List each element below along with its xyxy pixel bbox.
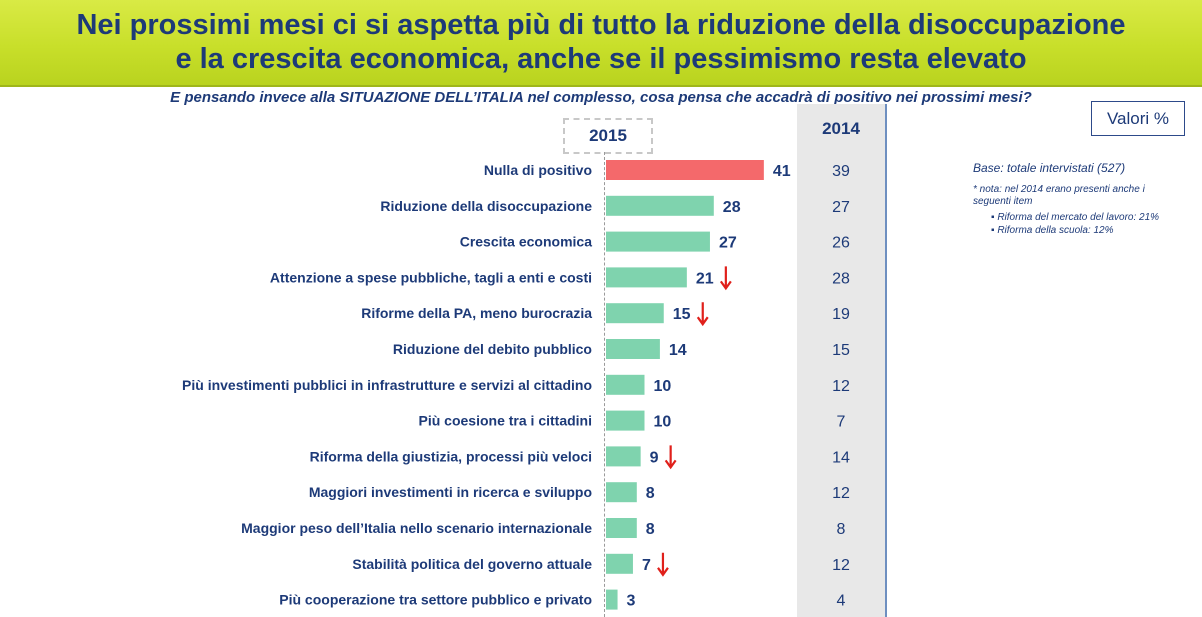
- value-2014: 26: [832, 235, 850, 252]
- value-2014: 4: [837, 593, 846, 610]
- title-line-2: e la crescita economica, anche se il pes…: [175, 43, 1027, 75]
- category-label: Riforme della PA, meno burocrazia: [361, 305, 592, 321]
- bar-2015: [606, 231, 710, 252]
- bar-2015: [606, 410, 645, 431]
- value-2014: 19: [832, 306, 850, 323]
- down-arrow-icon: [696, 302, 709, 327]
- footnote-items: Riforma del mercato del lavoro: 21% Rifo…: [991, 211, 1159, 237]
- value-2014: 39: [832, 163, 850, 180]
- bar-value-label: 27: [719, 235, 737, 252]
- bar-2015: [606, 553, 633, 574]
- category-label: Riforma della giustizia, processi più ve…: [310, 448, 592, 464]
- category-label: Più coesione tra i cittadini: [419, 413, 592, 429]
- value-2014: 12: [832, 557, 850, 574]
- value-2014: 12: [832, 485, 850, 502]
- category-label: Crescita economica: [460, 234, 592, 250]
- down-arrow-icon: [664, 445, 677, 470]
- column-2014-background: [797, 104, 887, 617]
- value-2014: 14: [832, 449, 850, 466]
- valori-percent-box: Valori %: [1091, 101, 1185, 136]
- category-label: Riduzione della disoccupazione: [380, 198, 592, 214]
- bar-value-label: 28: [723, 199, 741, 216]
- bar-value-label: 7: [642, 557, 651, 574]
- category-label: Attenzione a spese pubbliche, tagli a en…: [270, 269, 592, 285]
- footnote: * nota: nel 2014 erano presenti anche i …: [973, 184, 1145, 207]
- bar-2015: [606, 374, 645, 395]
- footnote-item: Riforma della scuola: 12%: [991, 224, 1159, 237]
- bar-2015: [606, 518, 637, 538]
- footnote-item: Riforma del mercato del lavoro: 21%: [991, 211, 1159, 224]
- value-2014: 28: [832, 270, 850, 287]
- category-label: Stabilità politica del governo attuale: [352, 556, 592, 572]
- bar-2015: [606, 303, 664, 324]
- value-2014: 7: [837, 414, 846, 431]
- bar-2015: [606, 446, 641, 467]
- bar-value-label: 8: [646, 521, 655, 538]
- value-2014: 27: [832, 199, 850, 216]
- bar-value-label: 9: [650, 449, 659, 466]
- value-2014: 15: [832, 342, 850, 359]
- bar-2015: [606, 195, 714, 216]
- bar-value-label: 14: [669, 342, 687, 359]
- bar-value-label: 15: [673, 306, 691, 323]
- category-label: Maggior peso dell’Italia nello scenario …: [241, 520, 592, 536]
- title-banner: Nei prossimi mesi ci si aspetta più di t…: [0, 0, 1202, 87]
- category-label: Più investimenti pubblici in infrastrutt…: [182, 377, 592, 393]
- base-note: Base: totale intervistati (527): [973, 161, 1126, 175]
- category-label: Più cooperazione tra settore pubblico e …: [279, 592, 592, 608]
- bar-2015: [606, 589, 618, 610]
- bar-value-label: 41: [773, 163, 791, 180]
- bar-value-label: 10: [654, 378, 672, 395]
- category-label: Nulla di positivo: [484, 162, 592, 178]
- bar-value-label: 10: [654, 414, 672, 431]
- down-arrow-icon: [719, 266, 732, 291]
- bar-value-label: 21: [696, 270, 714, 287]
- bar-2015: [606, 267, 687, 288]
- bar-2015: [606, 339, 660, 359]
- category-label: Maggiori investimenti in ricerca e svilu…: [309, 484, 592, 500]
- title-line-1: Nei prossimi mesi ci si aspetta più di t…: [76, 9, 1126, 41]
- bar-value-label: 8: [646, 485, 655, 502]
- column-2015-header: 2015: [563, 118, 653, 154]
- value-2014: 8: [837, 521, 846, 538]
- survey-question: E pensando invece alla SITUAZIONE DELL’I…: [170, 89, 1032, 106]
- category-label: Riduzione del debito pubblico: [393, 341, 592, 357]
- value-2014: 12: [832, 378, 850, 395]
- down-arrow-icon: [657, 552, 669, 577]
- bar-2015: [606, 482, 637, 503]
- bar-value-label: 3: [627, 593, 636, 610]
- bar-2015: [606, 160, 764, 180]
- chart-axis-line: [604, 152, 605, 617]
- column-2014-header: 2014: [822, 119, 860, 138]
